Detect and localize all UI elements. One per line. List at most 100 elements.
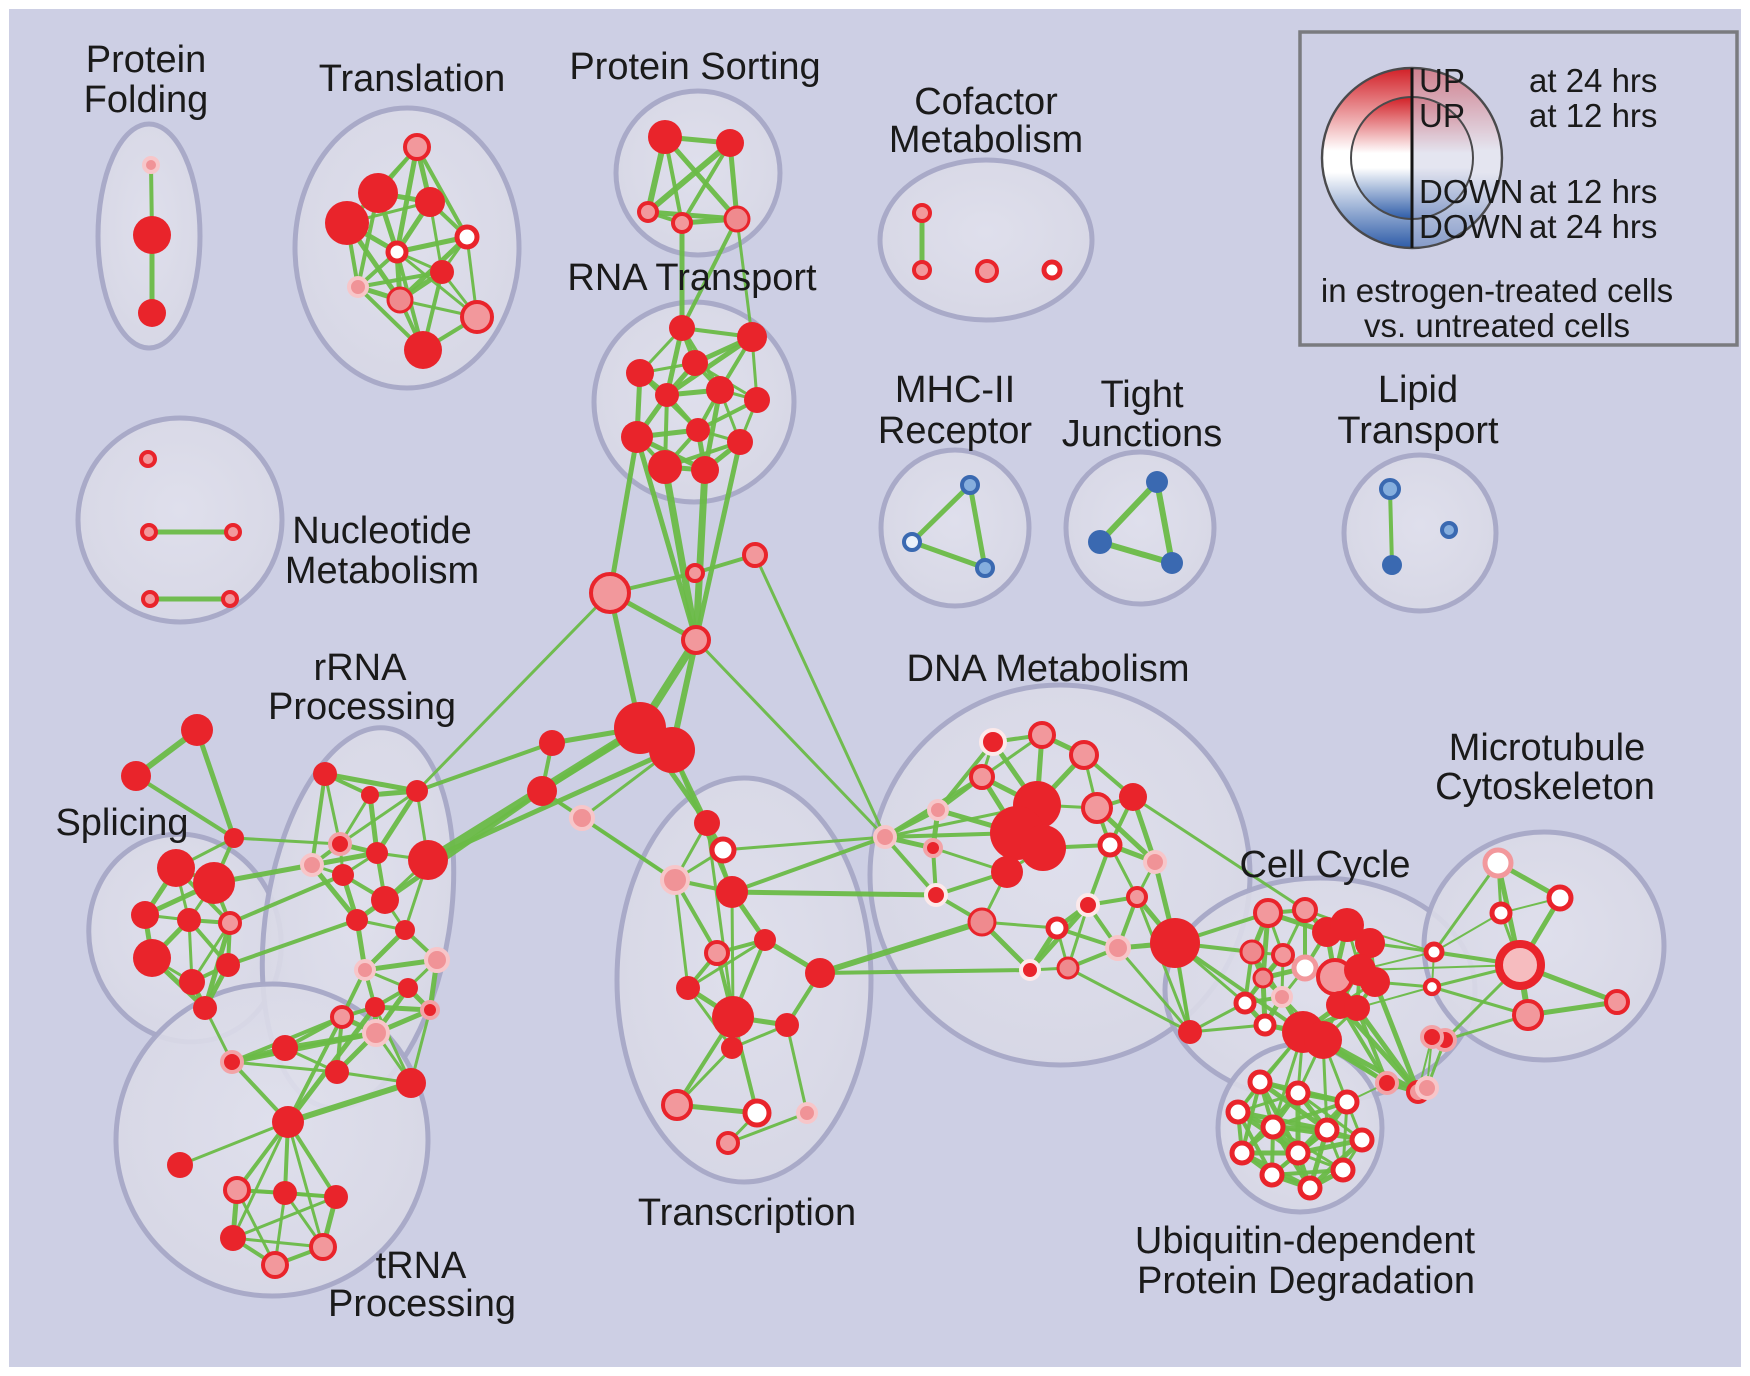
node-mc3 (1495, 940, 1545, 990)
node-rt2 (682, 350, 708, 376)
edge-mc5-mc6 (1430, 985, 1530, 1017)
node-hb3 (527, 776, 557, 806)
node-tj2 (1161, 552, 1183, 574)
node-dn0 (979, 728, 1007, 756)
node-rt4 (706, 376, 734, 404)
edge-tg0-tg2 (194, 727, 237, 841)
legend-time-2: at 12 hrs (1529, 173, 1657, 210)
node-hb4 (569, 805, 595, 831)
node-dn6 (1081, 792, 1113, 824)
node-tn5 (220, 1225, 246, 1251)
node-sp3 (177, 908, 201, 932)
node-dn20 (1019, 959, 1041, 981)
cluster-label-lipid-transport-line0: Lipid (1378, 369, 1458, 411)
cluster-label-trna-processing-line1: Processing (328, 1283, 516, 1325)
edge-rr16-rr18 (230, 1060, 339, 1074)
cluster-mhc-ii-receptor-ellipse (878, 447, 1032, 609)
cluster-label-translation-line0: Translation (319, 58, 506, 100)
node-mc5 (1422, 977, 1442, 997)
edge-ts2-ts6 (673, 878, 690, 990)
node-sp1 (193, 862, 235, 904)
edge-ts7-dn18 (817, 919, 985, 976)
cluster-label-nucleotide-metabolism-line1: Metabolism (285, 550, 479, 592)
node-ub10 (1259, 1162, 1285, 1188)
node-ts6 (676, 976, 700, 1000)
node-rr17 (272, 1035, 298, 1061)
node-rr4 (300, 853, 324, 877)
edge-tj0-tj1 (1097, 479, 1160, 545)
node-nm2 (224, 523, 242, 541)
node-cc1 (1292, 897, 1318, 923)
node-tn1 (167, 1152, 193, 1178)
node-mh1 (902, 532, 922, 552)
node-dn3 (969, 764, 995, 790)
node-rr14 (420, 1000, 440, 1020)
node-pf0 (142, 156, 160, 174)
node-ts4 (754, 929, 776, 951)
node-cc14 (1253, 1013, 1277, 1037)
node-ub3 (1225, 1099, 1251, 1125)
node-cc3 (1330, 908, 1364, 942)
node-lt1 (1382, 555, 1402, 575)
node-hb2 (539, 730, 565, 756)
legend-direction-0: UP (1419, 62, 1465, 99)
cluster-label-ubiquitin-degradation-line1: Protein Degradation (1137, 1260, 1475, 1302)
node-sp2 (131, 901, 159, 929)
node-ts9 (775, 1013, 799, 1037)
edge-tn5-tn4 (231, 1195, 338, 1240)
node-rt10 (648, 450, 682, 484)
edge-ts3-dn19 (729, 889, 939, 898)
node-ts14 (716, 1131, 740, 1155)
legend-direction-1: UP (1419, 97, 1465, 134)
node-cn1 (685, 563, 705, 583)
node-ts8 (712, 996, 754, 1038)
node-tn3 (273, 1181, 297, 1205)
node-dn7 (1119, 783, 1147, 811)
node-dn1 (1028, 721, 1056, 749)
node-tn7 (261, 1251, 289, 1279)
node-dn9 (1020, 825, 1066, 871)
node-rt8 (621, 421, 653, 453)
node-ub11 (1297, 1175, 1323, 1201)
node-sp7 (216, 953, 240, 977)
node-rr8 (346, 909, 368, 931)
node-rr16 (220, 1050, 244, 1074)
legend-time-1: at 12 hrs (1529, 97, 1657, 134)
edge-tg1-tg2 (134, 774, 236, 840)
edge-tj0-tj2 (1154, 479, 1175, 566)
node-tj1 (1088, 530, 1112, 554)
edge-rt8-cn0 (607, 434, 640, 596)
node-rr18 (325, 1060, 349, 1084)
node-rt5 (655, 383, 679, 407)
cluster-tight-junctions-ellipse (1063, 449, 1217, 607)
edge-cc9-mc3 (1359, 964, 1521, 971)
edge-ps4-rt1 (735, 217, 754, 339)
cluster-label-tight-junctions-line0: Tight (1100, 374, 1184, 416)
node-rr9 (395, 920, 415, 940)
edge-tg2-rr3 (232, 836, 342, 846)
cluster-label-splicing-line0: Splicing (55, 802, 188, 844)
node-ts7 (805, 958, 835, 988)
edge-rt1-rt5 (664, 334, 755, 398)
node-sp5 (133, 939, 171, 977)
edge-ps1-ps2 (645, 140, 733, 215)
node-mc2 (1489, 901, 1513, 925)
node-mh0 (960, 475, 980, 495)
node-tl8 (386, 286, 414, 314)
node-mh2 (975, 558, 995, 578)
edge-ts14-ts13 (726, 1111, 809, 1145)
edge-dn23-cc17 (1173, 941, 1305, 1034)
node-dn24 (1178, 1020, 1202, 1044)
cluster-label-protein-folding-line0: Protein (86, 39, 206, 81)
node-ub8 (1285, 1140, 1311, 1166)
edge-dn22-dn24 (1116, 946, 1192, 1034)
cluster-label-transcription-line0: Transcription (638, 1192, 856, 1234)
node-ts12 (742, 1098, 772, 1128)
edge-rr2-rr3 (338, 789, 419, 846)
node-tl3 (325, 201, 369, 245)
edge-rr0-rr4 (310, 772, 327, 867)
node-ps2 (637, 201, 659, 223)
edge-tn0-tn1 (178, 1120, 290, 1167)
edge-cn0-rr2 (415, 591, 612, 793)
